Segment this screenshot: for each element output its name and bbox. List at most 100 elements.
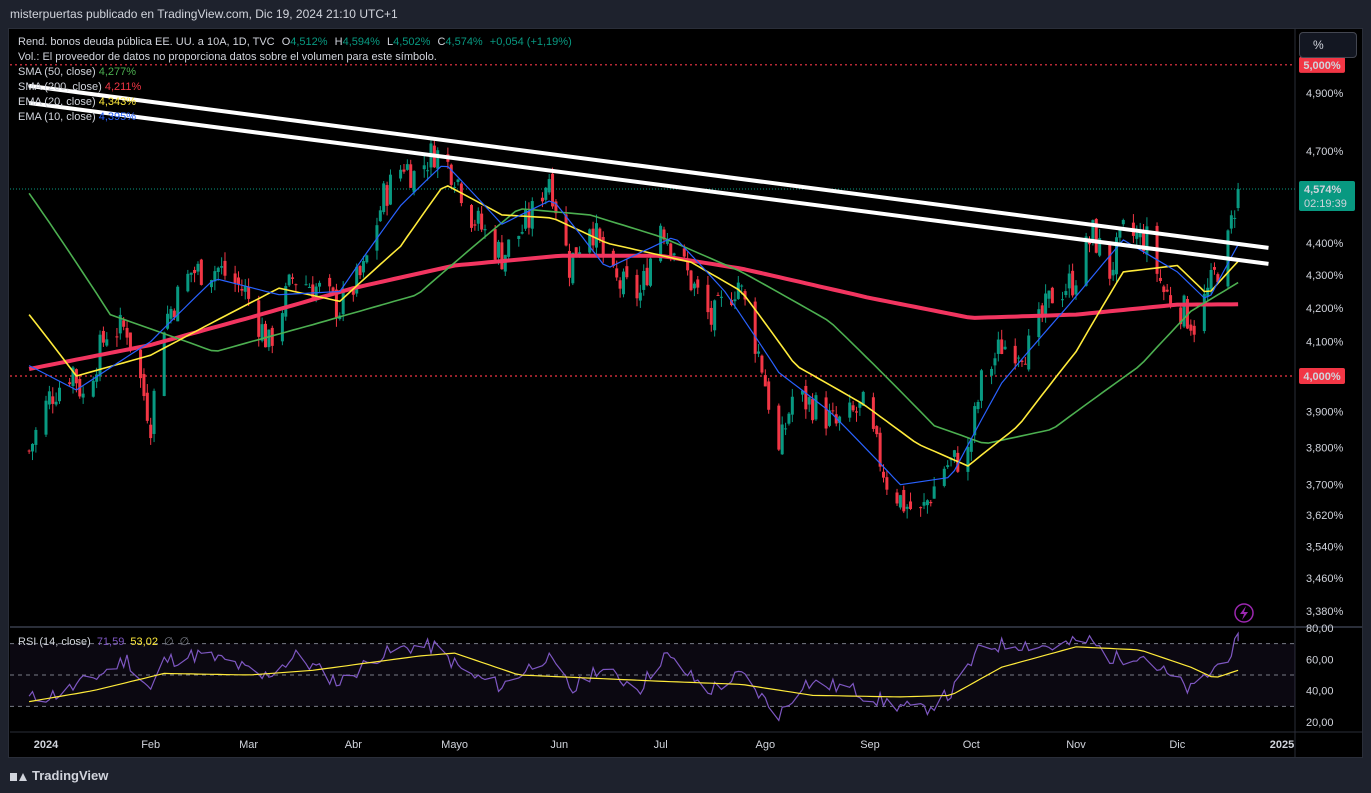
ema10-line[interactable] bbox=[28, 165, 1239, 486]
candle-body[interactable] bbox=[473, 224, 477, 226]
rsi-label[interactable]: RSI (14, close) bbox=[18, 636, 91, 648]
candle-body[interactable] bbox=[247, 286, 251, 299]
candle-body[interactable] bbox=[27, 450, 31, 452]
candle-body[interactable] bbox=[186, 273, 190, 292]
candle-body[interactable] bbox=[378, 210, 382, 222]
candle-body[interactable] bbox=[973, 406, 977, 436]
candle-body[interactable] bbox=[493, 229, 497, 260]
candle-body[interactable] bbox=[838, 416, 842, 424]
candle-body[interactable] bbox=[1115, 237, 1119, 275]
candle-body[interactable] bbox=[236, 277, 240, 285]
candle-body[interactable] bbox=[1064, 291, 1068, 296]
candle-body[interactable] bbox=[689, 270, 693, 291]
candle-body[interactable] bbox=[804, 385, 808, 410]
flash-alert-icon[interactable] bbox=[1234, 603, 1254, 623]
candle-body[interactable] bbox=[696, 279, 700, 288]
candle-body[interactable] bbox=[257, 300, 261, 337]
candle-body[interactable] bbox=[902, 489, 906, 512]
candle-body[interactable] bbox=[412, 171, 416, 193]
candle-body[interactable] bbox=[740, 285, 744, 287]
candle-body[interactable] bbox=[598, 228, 602, 240]
candle-body[interactable] bbox=[898, 495, 902, 508]
candle-body[interactable] bbox=[169, 308, 173, 319]
candle-body[interactable] bbox=[946, 465, 950, 468]
candle-body[interactable] bbox=[811, 398, 815, 421]
candle-body[interactable] bbox=[1037, 309, 1041, 338]
candle-body[interactable] bbox=[851, 405, 855, 411]
candle-body[interactable] bbox=[588, 229, 592, 253]
candle-body[interactable] bbox=[976, 401, 980, 410]
candle-body[interactable] bbox=[1192, 325, 1196, 335]
candle-body[interactable] bbox=[91, 380, 95, 397]
candle-body[interactable] bbox=[524, 209, 528, 229]
candle-body[interactable] bbox=[814, 395, 818, 420]
candle-body[interactable] bbox=[507, 239, 511, 257]
candle-body[interactable] bbox=[1027, 335, 1031, 370]
candle-body[interactable] bbox=[176, 286, 180, 322]
candle-body[interactable] bbox=[827, 410, 831, 426]
candle-body[interactable] bbox=[686, 260, 690, 271]
candle-body[interactable] bbox=[128, 332, 132, 349]
candle-body[interactable] bbox=[1098, 238, 1102, 256]
candle-body[interactable] bbox=[233, 273, 237, 283]
candle-body[interactable] bbox=[878, 432, 882, 467]
candle-body[interactable] bbox=[571, 252, 575, 284]
candle-body[interactable] bbox=[1044, 293, 1048, 318]
candle-body[interactable] bbox=[966, 446, 970, 472]
candle-body[interactable] bbox=[706, 284, 710, 313]
candle-body[interactable] bbox=[453, 186, 457, 188]
candle-body[interactable] bbox=[240, 288, 244, 291]
candle-body[interactable] bbox=[267, 329, 271, 348]
candle-body[interactable] bbox=[642, 271, 646, 290]
candle-body[interactable] bbox=[122, 320, 126, 327]
candle-body[interactable] bbox=[854, 411, 858, 413]
candle-body[interactable] bbox=[209, 280, 213, 288]
candle-body[interactable] bbox=[777, 405, 781, 450]
candle-body[interactable] bbox=[1165, 289, 1169, 292]
candle-body[interactable] bbox=[1050, 287, 1054, 304]
candle-body[interactable] bbox=[895, 492, 899, 504]
candle-body[interactable] bbox=[919, 507, 923, 509]
candle-body[interactable] bbox=[456, 179, 460, 183]
tradingview-logo[interactable]: TradingView bbox=[10, 768, 108, 783]
candle-body[interactable] bbox=[780, 424, 784, 455]
candle-body[interactable] bbox=[885, 477, 889, 490]
candle-body[interactable] bbox=[1162, 286, 1166, 293]
candle-body[interactable] bbox=[68, 382, 72, 385]
candle-body[interactable] bbox=[848, 402, 852, 418]
candle-body[interactable] bbox=[547, 179, 551, 193]
candle-body[interactable] bbox=[1209, 269, 1213, 290]
candle-body[interactable] bbox=[1091, 220, 1095, 241]
candle-body[interactable] bbox=[1182, 295, 1186, 327]
candle-body[interactable] bbox=[409, 164, 413, 188]
candle-body[interactable] bbox=[1135, 232, 1139, 239]
candle-body[interactable] bbox=[932, 486, 936, 499]
candle-body[interactable] bbox=[648, 258, 652, 286]
candle-body[interactable] bbox=[1067, 273, 1071, 289]
candle-body[interactable] bbox=[969, 438, 973, 452]
candle-body[interactable] bbox=[54, 401, 58, 405]
candle-body[interactable] bbox=[709, 307, 713, 325]
candle-body[interactable] bbox=[861, 391, 865, 406]
candle-body[interactable] bbox=[665, 239, 669, 244]
candle-body[interactable] bbox=[713, 300, 717, 331]
candle-body[interactable] bbox=[500, 242, 504, 270]
candle-body[interactable] bbox=[105, 339, 109, 346]
candle-body[interactable] bbox=[361, 261, 365, 273]
candle-body[interactable] bbox=[1169, 295, 1173, 306]
candle-body[interactable] bbox=[875, 426, 879, 435]
candle-body[interactable] bbox=[564, 214, 568, 246]
candle-body[interactable] bbox=[166, 313, 170, 329]
candle-body[interactable] bbox=[517, 235, 521, 239]
percent-scale-button[interactable]: % bbox=[1299, 32, 1357, 58]
candle-body[interactable] bbox=[483, 229, 487, 231]
candle-body[interactable] bbox=[1111, 269, 1115, 276]
candle-body[interactable] bbox=[1142, 231, 1146, 252]
candle-body[interactable] bbox=[280, 313, 284, 342]
candle-body[interactable] bbox=[567, 250, 571, 278]
candle-body[interactable] bbox=[757, 351, 761, 354]
candle-body[interactable] bbox=[115, 336, 119, 338]
candle-body[interactable] bbox=[382, 183, 386, 213]
candle-body[interactable] bbox=[101, 330, 105, 343]
candle-body[interactable] bbox=[1202, 293, 1206, 332]
